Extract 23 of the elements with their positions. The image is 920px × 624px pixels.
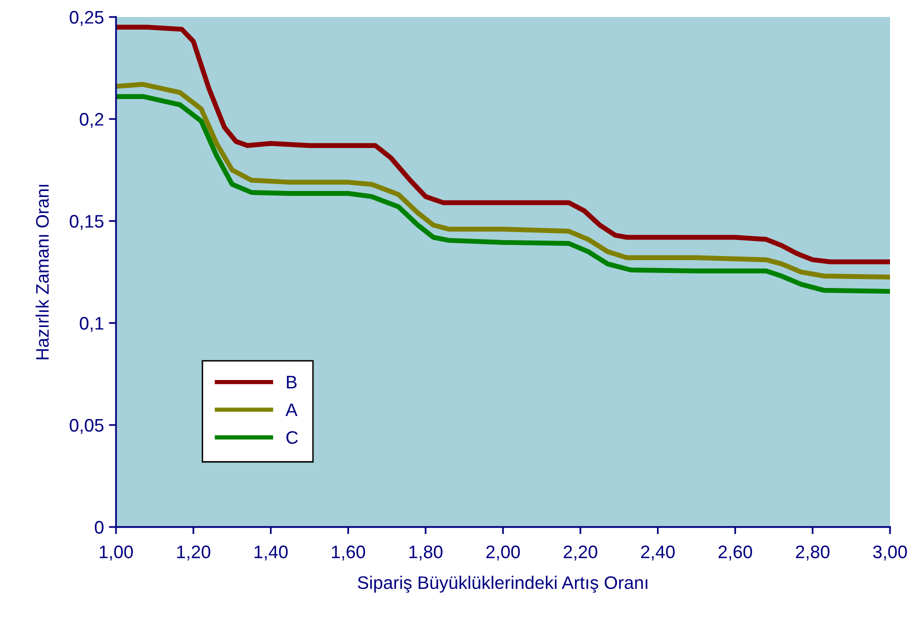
legend-label: B [286, 376, 297, 388]
y-tick-label: 0 [94, 520, 104, 534]
x-tick-label: 1,40 [254, 546, 288, 560]
x-tick-label: 2,40 [641, 546, 675, 560]
x-tick-label: 1,60 [332, 546, 366, 560]
x-tick-label: 2,20 [564, 546, 598, 560]
x-tick-label: 1,00 [100, 546, 133, 560]
y-tick-label: 0,1 [80, 316, 104, 332]
y-tick-label: 0,15 [70, 214, 104, 230]
legend-label: A [286, 404, 298, 416]
x-tick-label: 2,80 [796, 546, 830, 560]
x-tick-label: 2,60 [718, 546, 752, 560]
x-tick-label: 2,00 [486, 546, 520, 560]
line-series [116, 24, 890, 264]
y-tick-label: 0,25 [70, 10, 104, 26]
y-tick-label: 0,05 [70, 418, 104, 434]
y-tick-label: 0,2 [80, 112, 104, 128]
y-axis-title: Hazırlık Zamanı Oranı [36, 184, 49, 360]
legend-label: C [286, 431, 298, 444]
x-tick-label: 1,20 [177, 546, 210, 560]
x-tick-label: 1,80 [409, 546, 442, 560]
x-axis-title: Sipariş Büyüklüklerindeki Artış Oranı [358, 576, 648, 593]
x-tick-label: 3,00 [873, 546, 907, 560]
